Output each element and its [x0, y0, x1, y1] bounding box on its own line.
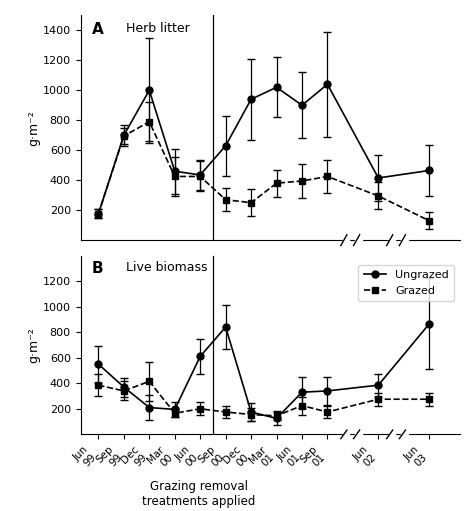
Y-axis label: g·m⁻²: g·m⁻²: [27, 110, 40, 146]
Text: B: B: [92, 261, 104, 276]
Text: A: A: [92, 22, 104, 37]
Y-axis label: g·m⁻²: g·m⁻²: [27, 327, 40, 363]
Text: Grazing removal
treatments applied: Grazing removal treatments applied: [142, 480, 256, 508]
Text: Herb litter: Herb litter: [126, 22, 190, 35]
Legend: Ungrazed, Grazed: Ungrazed, Grazed: [358, 265, 454, 301]
Text: Live biomass: Live biomass: [126, 261, 208, 274]
